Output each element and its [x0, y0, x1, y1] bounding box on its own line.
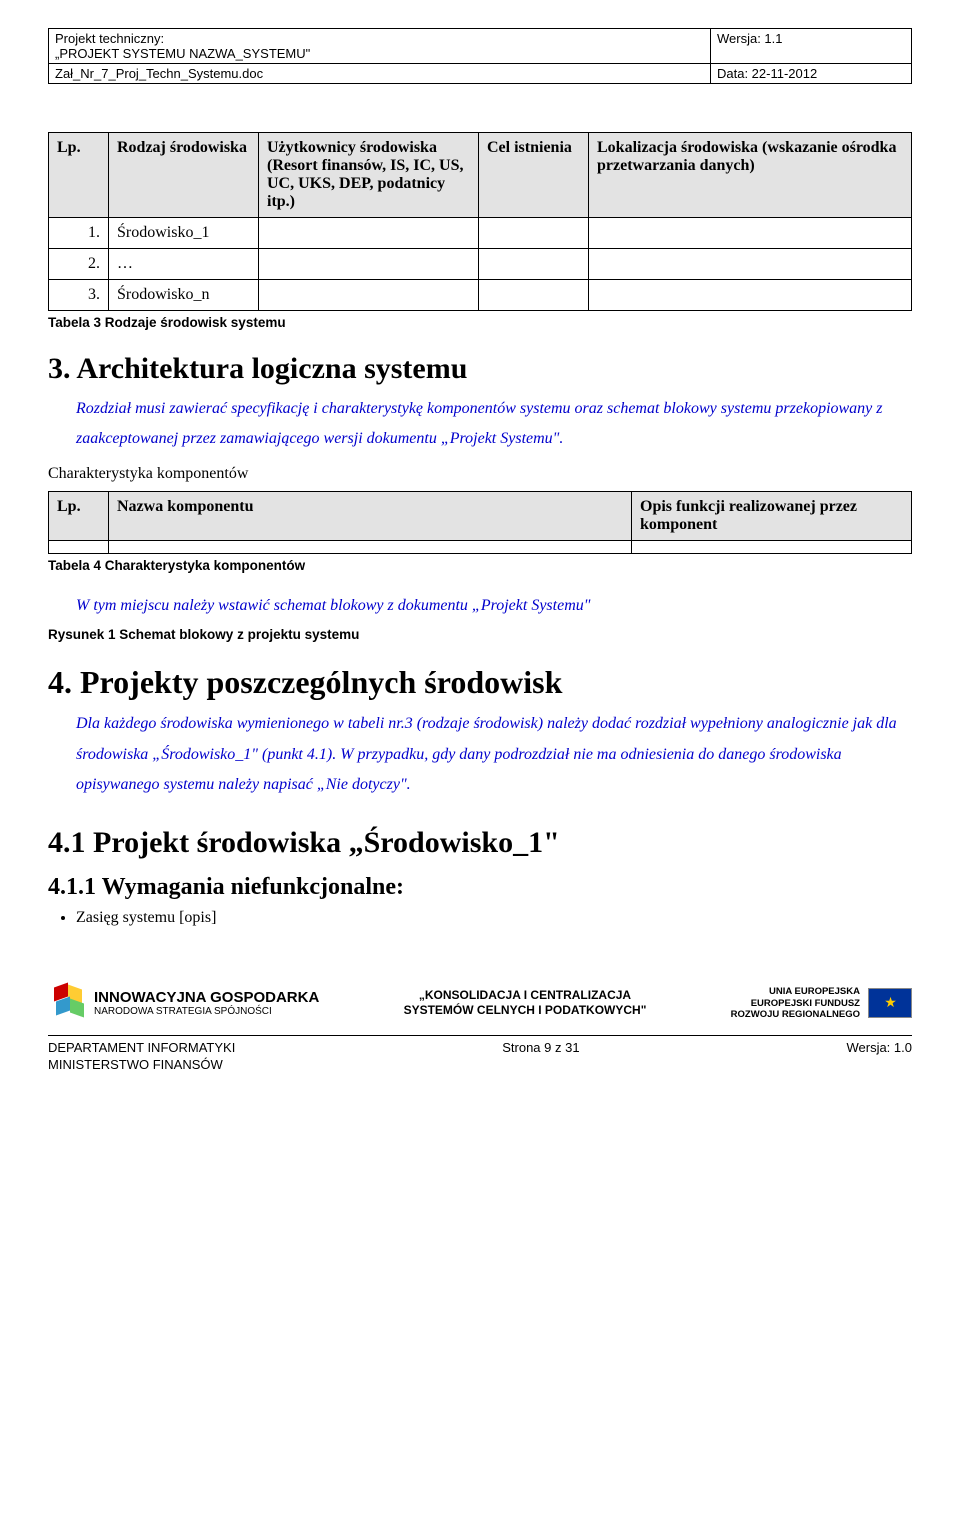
table-4-components: Lp. Nazwa komponentu Opis funkcji realiz…: [48, 491, 912, 554]
section-3-instruction: Rozdział musi zawierać specyfikację i ch…: [76, 394, 912, 455]
innowacyjna-logo: INNOWACYJNA GOSPODARKA NARODOWA STRATEGI…: [48, 985, 319, 1021]
section-4-1-title: 4.1 Projekt środowiska „Środowisko_1": [48, 826, 912, 860]
table3-col-lok: Lokalizacja środowiska (wskazanie ośrodk…: [589, 133, 912, 218]
table3-caption: Tabela 3 Rodzaje środowisk systemu: [48, 315, 912, 330]
footer-divider: [48, 1035, 912, 1036]
attachment-name: Zał_Nr_7_Proj_Techn_Systemu.doc: [55, 66, 704, 81]
page-number: Strona 9 z 31: [502, 1040, 579, 1074]
table-row: 2. …: [49, 249, 912, 280]
table-row: 3. Środowisko_n: [49, 280, 912, 311]
table4-col-name: Nazwa komponentu: [109, 491, 632, 540]
section-4-instruction: Dla każdego środowiska wymienionego w ta…: [76, 709, 912, 800]
figure1-caption: Rysunek 1 Schemat blokowy z projektu sys…: [48, 627, 912, 642]
insert-instruction: W tym miejscu należy wstawić schemat blo…: [76, 591, 912, 621]
table4-col-lp: Lp.: [49, 491, 109, 540]
characteristics-heading: Charakterystyka komponentów: [48, 465, 912, 483]
eu-logo: UNIA EUROPEJSKA EUROPEJSKI FUNDUSZ ROZWO…: [731, 986, 912, 1020]
table3-col-lp: Lp.: [49, 133, 109, 218]
section-4-1-1-title: 4.1.1 Wymagania niefunkcjonalne:: [48, 874, 912, 901]
footer-center-title: „KONSOLIDACJA I CENTRALIZACJA SYSTEMÓW C…: [404, 988, 647, 1019]
requirements-list: Zasięg systemu [opis]: [76, 909, 912, 927]
table3-col-cel: Cel istnienia: [479, 133, 589, 218]
table-3-environments: Lp. Rodzaj środowiska Użytkownicy środow…: [48, 132, 912, 311]
footer-department: DEPARTAMENT INFORMATYKI MINISTERSTWO FIN…: [48, 1040, 235, 1074]
page-footer: INNOWACYJNA GOSPODARKA NARODOWA STRATEGI…: [48, 977, 912, 1074]
project-label: Projekt techniczny:: [55, 31, 704, 46]
table-row: [49, 540, 912, 553]
date-label: Data: 22-11-2012: [717, 66, 905, 81]
table4-caption: Tabela 4 Charakterystyka komponentów: [48, 558, 912, 573]
list-item: Zasięg systemu [opis]: [76, 909, 912, 927]
section-3-title: 3. Architektura logiczna systemu: [48, 352, 912, 386]
table3-col-rodzaj: Rodzaj środowiska: [109, 133, 259, 218]
logo-line1: INNOWACYJNA GOSPODARKA: [94, 990, 319, 1007]
version-label: Wersja: 1.1: [717, 31, 905, 46]
section-4-title: 4. Projekty poszczególnych środowisk: [48, 664, 912, 701]
table4-col-desc: Opis funkcji realizowanej przez komponen…: [632, 491, 912, 540]
logo-line2: NARODOWA STRATEGIA SPÓJNOŚCI: [94, 1006, 319, 1017]
footer-version: Wersja: 1.0: [846, 1040, 912, 1074]
logo-cube-icon: [48, 985, 84, 1021]
table-row: 1. Środowisko_1: [49, 218, 912, 249]
document-header: Projekt techniczny: „PROJEKT SYSTEMU NAZ…: [48, 28, 912, 84]
eu-flag-icon: ★: [868, 988, 912, 1018]
project-name: „PROJEKT SYSTEMU NAZWA_SYSTEMU": [55, 46, 704, 61]
table3-col-users: Użytkownicy środowiska (Resort finansów,…: [259, 133, 479, 218]
